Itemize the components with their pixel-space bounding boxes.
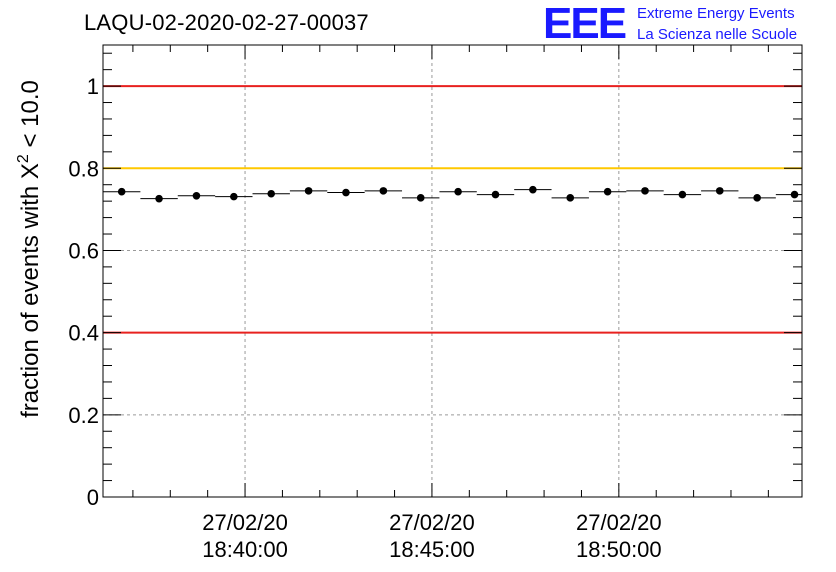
data-point bbox=[790, 190, 799, 199]
axes bbox=[102, 44, 803, 498]
data-point bbox=[267, 189, 276, 198]
data-point bbox=[342, 188, 350, 197]
x-tick-label-date: 27/02/20 bbox=[202, 510, 288, 535]
logo-line-1: Extreme Energy Events bbox=[637, 5, 795, 22]
y-axis-label: fraction of events with X2 < 10.0 bbox=[15, 80, 44, 418]
data-point bbox=[416, 194, 425, 202]
y-axis-label-suffix: < 10.0 bbox=[17, 80, 44, 154]
data-point bbox=[641, 187, 649, 195]
x-tick-label-date: 27/02/20 bbox=[389, 510, 475, 535]
data-point bbox=[117, 187, 126, 196]
y-tick-label: 0.2 bbox=[68, 403, 99, 428]
y-tick-label: 0.4 bbox=[68, 321, 99, 346]
data-point bbox=[454, 187, 462, 196]
eee-logo: EEE bbox=[543, 0, 627, 48]
logo-line-2: La Scienza nelle Scuole bbox=[637, 26, 798, 43]
y-axis-label-sup: 2 bbox=[15, 154, 32, 163]
data-points bbox=[103, 185, 802, 203]
data-point bbox=[304, 187, 313, 195]
y-axis-label-chi: X bbox=[17, 163, 44, 179]
y-tick-label: 0 bbox=[87, 485, 99, 510]
x-tick-label-date: 27/02/20 bbox=[576, 510, 662, 535]
data-point bbox=[230, 192, 238, 201]
plot-frame bbox=[102, 44, 803, 498]
reference-lines bbox=[103, 85, 802, 334]
y-tick-label: 1 bbox=[87, 74, 99, 99]
chart-title: LAQU-02-2020-02-27-00037 bbox=[84, 10, 369, 35]
y-axis-label-prefix: fraction of events with bbox=[17, 179, 44, 418]
data-point bbox=[491, 190, 500, 199]
x-tick-label-time: 18:50:00 bbox=[576, 537, 662, 562]
data-point bbox=[155, 194, 163, 203]
y-tick-label: 0.8 bbox=[68, 156, 99, 181]
grid-layer bbox=[103, 45, 802, 497]
data-point bbox=[566, 194, 575, 202]
x-tick-label-time: 18:45:00 bbox=[389, 537, 475, 562]
y-tick-label: 0.6 bbox=[68, 238, 99, 263]
data-point bbox=[603, 187, 612, 196]
data-point bbox=[192, 192, 201, 200]
data-point bbox=[678, 190, 687, 199]
x-tick-label-time: 18:40:00 bbox=[202, 537, 288, 562]
data-point bbox=[715, 187, 724, 195]
data-point bbox=[753, 194, 761, 202]
data-point bbox=[379, 187, 388, 195]
data-point bbox=[529, 185, 537, 194]
axis-labels: 00.20.40.60.8127/02/2018:40:0027/02/2018… bbox=[15, 74, 662, 562]
